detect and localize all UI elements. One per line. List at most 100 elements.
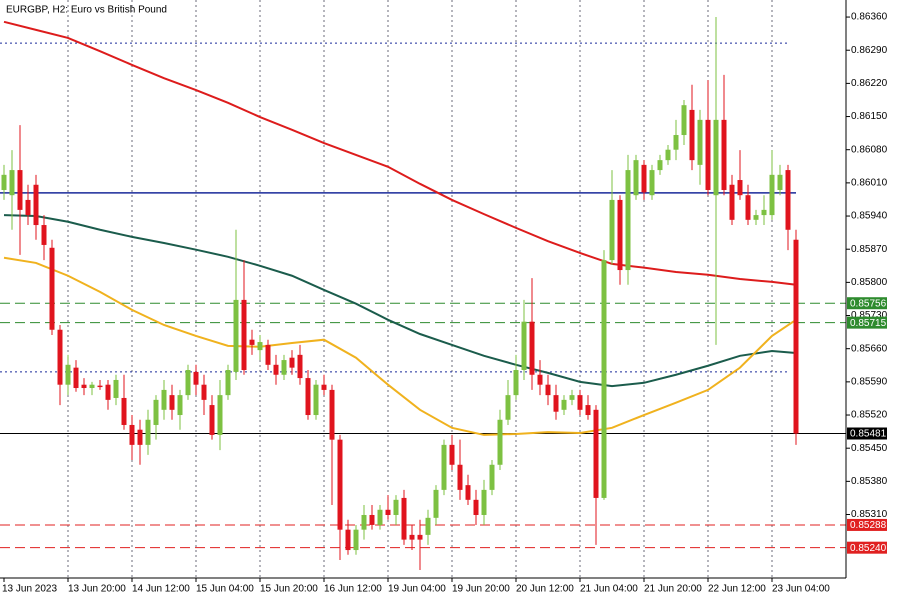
candle-body	[129, 424, 135, 445]
candle-body	[201, 384, 207, 400]
y-tick-label: 0.86010	[851, 178, 888, 189]
price-tag-label: 0.85481	[850, 429, 887, 440]
x-tick-label: 16 Jun 12:00	[324, 584, 382, 595]
candle-body	[545, 384, 551, 396]
candle-body	[233, 299, 239, 372]
candle-body	[401, 497, 407, 540]
moving-average	[3, 256, 797, 436]
y-tick-label: 0.85590	[851, 376, 888, 387]
x-tick-label: 22 Jun 12:00	[708, 584, 766, 595]
candle-body	[337, 439, 343, 530]
price-tag	[847, 316, 887, 329]
candle-body	[385, 509, 391, 515]
chart-title: EURGBP, H2: Euro vs British Pound	[6, 5, 167, 16]
y-tick-label: 0.86150	[851, 111, 888, 122]
price-tag-label: 0.85240	[850, 543, 887, 554]
y-tick-label: 0.85870	[851, 244, 888, 255]
price-tag	[847, 518, 887, 531]
candle-body	[649, 170, 655, 196]
candle-body	[505, 395, 511, 420]
candle-body	[489, 464, 495, 490]
candle-body	[457, 464, 463, 490]
candle-body	[49, 247, 55, 330]
candle-body	[361, 514, 367, 530]
candle-body	[97, 385, 103, 388]
y-tick-label: 0.85660	[851, 343, 888, 354]
candle-body	[777, 174, 783, 190]
candle-body	[569, 395, 575, 400]
candle-body	[313, 384, 319, 416]
candle-body	[241, 299, 247, 371]
x-tick-label: 21 Jun 20:00	[644, 584, 702, 595]
candle-body	[217, 395, 223, 435]
candle-body	[329, 389, 335, 440]
candle-body	[553, 395, 559, 412]
candle-body	[713, 119, 719, 196]
candle-body	[729, 184, 735, 220]
y-tick-label: 0.86360	[851, 12, 888, 23]
x-tick-label: 20 Jun 12:00	[516, 584, 574, 595]
x-tick-label: 19 Jun 20:00	[452, 584, 510, 595]
candle-body	[689, 109, 695, 161]
candle-body	[265, 344, 271, 365]
candle-body	[633, 160, 639, 196]
candle-body	[369, 514, 375, 525]
candle-body	[297, 354, 303, 379]
x-tick-label: 15 Jun 20:00	[260, 584, 318, 595]
candle-body	[705, 119, 711, 190]
candle-body	[153, 399, 159, 425]
candle-body	[769, 174, 775, 216]
candle-body	[89, 384, 95, 389]
candle-body	[41, 225, 47, 245]
candle-body	[465, 485, 471, 500]
candle-body	[433, 489, 439, 518]
candle-body	[25, 199, 31, 216]
candle-body	[257, 342, 263, 351]
candle-body	[441, 444, 447, 490]
candle-body	[281, 360, 287, 375]
candle-body	[305, 378, 311, 416]
candle-body	[137, 429, 143, 445]
price-tag	[847, 427, 887, 440]
candle-body	[785, 170, 791, 230]
candle-body	[33, 184, 39, 226]
candle-body	[73, 367, 79, 389]
candle-body	[657, 160, 663, 171]
candle-body	[721, 119, 727, 190]
candle-body	[289, 357, 295, 368]
candle-body	[417, 534, 423, 540]
candle-body	[561, 399, 567, 410]
candle-body	[273, 364, 279, 375]
y-tick-label: 0.85940	[851, 211, 888, 222]
candle-body	[113, 379, 119, 398]
candle-body	[345, 529, 351, 551]
candle-body	[1, 174, 7, 190]
y-tick-label: 0.85450	[851, 443, 888, 454]
candle-body	[65, 364, 71, 385]
candle-body	[9, 170, 15, 196]
x-tick-label: 21 Jun 04:00	[580, 584, 638, 595]
candle-body	[225, 370, 231, 396]
candle-body	[577, 395, 583, 410]
candle-body	[793, 239, 799, 434]
candle-body	[641, 164, 647, 193]
candle-body	[473, 499, 479, 515]
y-tick-label: 0.85310	[851, 509, 888, 520]
candle-body	[609, 199, 615, 261]
candle-body	[753, 215, 759, 220]
x-tick-label: 23 Jun 04:00	[772, 584, 830, 595]
candle-body	[537, 374, 543, 385]
candle-body	[409, 534, 415, 540]
candle-body	[249, 339, 255, 345]
candle-body	[681, 105, 687, 136]
candle-body	[177, 395, 183, 416]
y-tick-label: 0.86290	[851, 45, 888, 56]
y-tick-label: 0.86080	[851, 144, 888, 155]
price-tag	[847, 297, 887, 310]
candle-body	[593, 409, 599, 498]
candle-body	[529, 321, 535, 375]
y-tick-label: 0.85730	[851, 310, 888, 321]
price-tag-label: 0.85715	[850, 318, 887, 329]
